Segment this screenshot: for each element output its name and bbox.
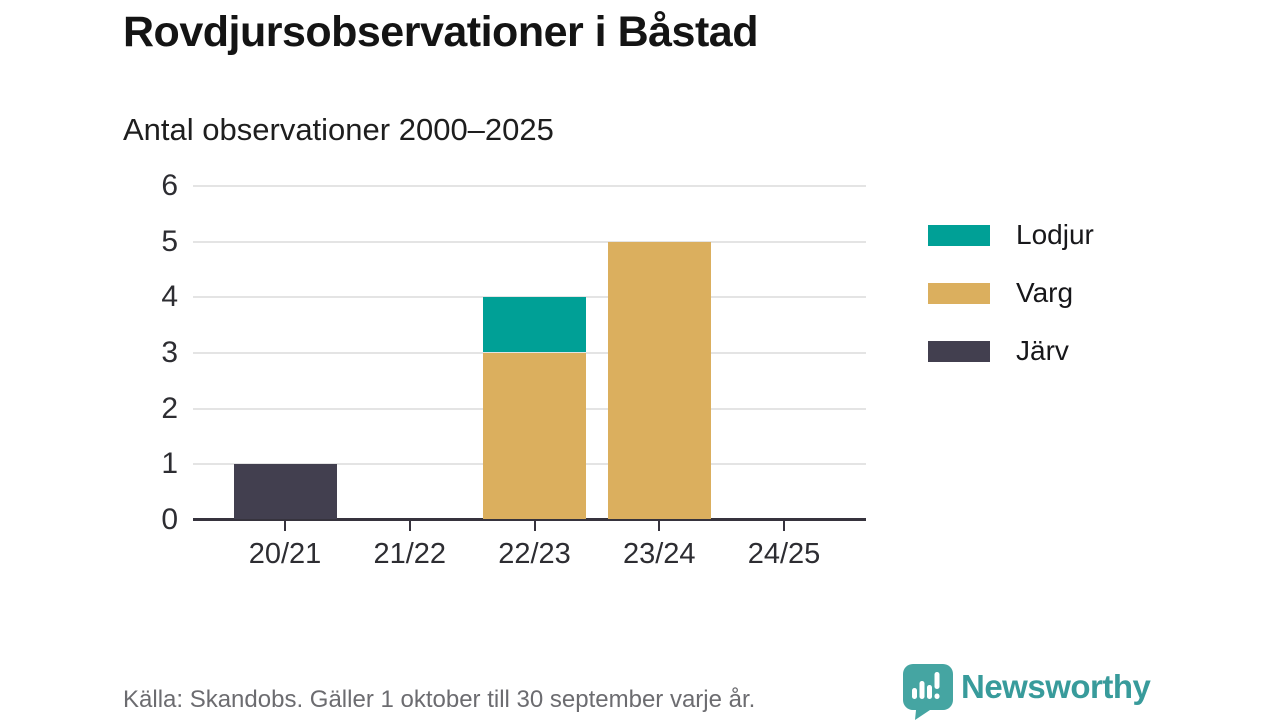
x-axis-tick-label: 22/23 [498, 538, 571, 570]
bar-segment-järv-20/21 [233, 464, 337, 519]
x-axis-tick-label: 20/21 [248, 538, 322, 570]
x-axis-tick-label: 23/24 [622, 538, 696, 570]
y-axis-tick-label: 0 [161, 503, 178, 536]
gridline-y6 [193, 184, 866, 187]
legend-item-lodjur: Lodjur [928, 219, 1094, 251]
bar-segment-varg-22/23 [483, 352, 586, 519]
x-axis-tick-label: 21/22 [373, 538, 447, 570]
source-note: Källa: Skandobs. Gäller 1 oktober till 3… [123, 686, 756, 713]
x-axis-tick [284, 521, 286, 531]
logo-bar-2 [919, 681, 925, 699]
logo-bar-3 [927, 685, 932, 699]
y-axis-tick-label: 1 [161, 447, 178, 481]
x-axis-tick [783, 521, 785, 531]
gridline-y5 [193, 240, 866, 243]
legend-item-varg: Varg [928, 277, 1094, 309]
y-axis-tick-label: 6 [161, 168, 178, 202]
logo-bar-1 [912, 688, 917, 699]
newsworthy-logo: Newsworthy [903, 664, 1151, 720]
bar-segment-varg-23/24 [607, 241, 711, 519]
legend-label-järv: Järv [1016, 335, 1069, 366]
legend-label-lodjur: Lodjur [1016, 219, 1094, 250]
y-axis-tick-label: 4 [161, 280, 178, 314]
legend-swatch-lodjur [928, 224, 990, 246]
x-axis-tick-label: 24/25 [747, 538, 821, 570]
legend-label-varg: Varg [1016, 277, 1074, 308]
y-axis-tick-label: 3 [161, 335, 178, 369]
legend-swatch-järv [928, 340, 990, 362]
x-axis-tick [658, 521, 661, 531]
chart-subtitle: Antal observationer 2000–2025 [123, 112, 554, 147]
y-axis-tick-label: 2 [161, 391, 178, 425]
newsworthy-wordmark: Newsworthy [961, 668, 1151, 705]
bar-segment-lodjur-22/23 [483, 297, 586, 352]
x-axis-line [193, 518, 866, 521]
legend: Lodjur Varg Järv [928, 219, 1094, 367]
logo-exclamation-dot [934, 693, 940, 699]
legend-swatch-varg [928, 282, 990, 304]
chart-title: Rovdjursobservationer i Båstad [123, 8, 758, 56]
legend-item-järv: Järv [928, 335, 1094, 367]
speech-bubble-bar-chart-icon [903, 664, 953, 720]
y-axis-tick-label: 5 [161, 224, 178, 258]
logo-exclamation-bar [934, 672, 940, 689]
x-axis-tick [533, 521, 536, 531]
x-axis-tick [408, 521, 411, 531]
